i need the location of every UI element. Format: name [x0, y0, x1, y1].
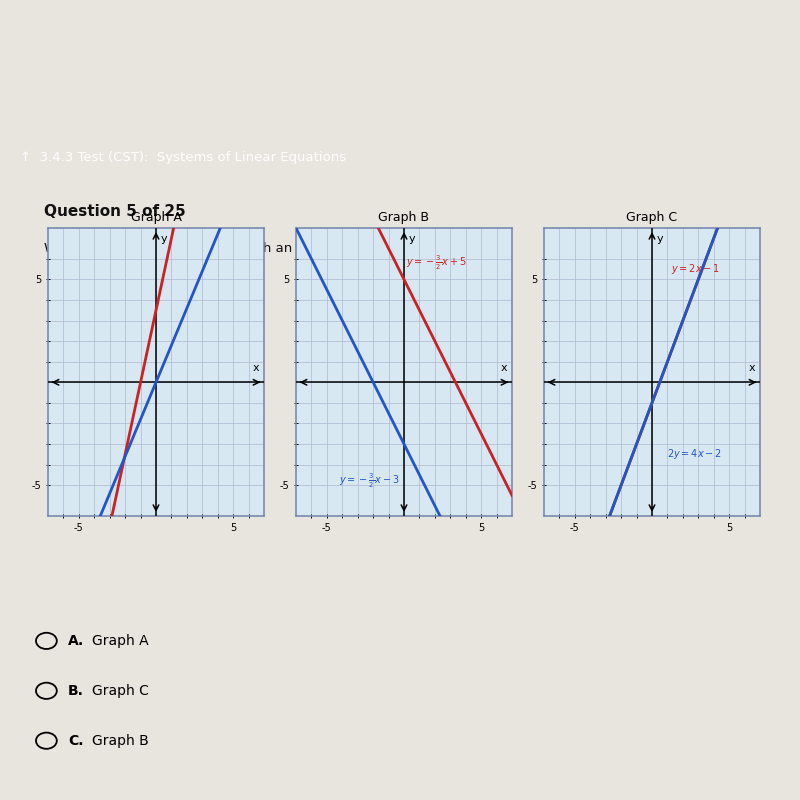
- Text: $y = -\frac{3}{2}x - 3$: $y = -\frac{3}{2}x - 3$: [339, 472, 400, 490]
- Text: C.: C.: [68, 734, 83, 748]
- Text: y: y: [409, 234, 415, 244]
- Text: y: y: [161, 234, 167, 244]
- Text: Graph C: Graph C: [626, 211, 678, 224]
- Text: Question 5 of 25: Question 5 of 25: [44, 204, 186, 219]
- Text: y: y: [657, 234, 663, 244]
- Text: ↑  3.4.3 Test (CST):  Systems of Linear Equations: ↑ 3.4.3 Test (CST): Systems of Linear Eq…: [20, 151, 346, 165]
- Text: Graph B: Graph B: [92, 734, 149, 748]
- Text: $2y = 4x - 2$: $2y = 4x - 2$: [667, 447, 722, 462]
- Text: Graph B: Graph B: [378, 211, 430, 224]
- Text: x: x: [253, 363, 259, 373]
- Text: $y = -\frac{3}{2}x + 5$: $y = -\frac{3}{2}x + 5$: [406, 254, 466, 272]
- Text: B.: B.: [68, 684, 84, 698]
- Text: $y = 2x - 1$: $y = 2x - 1$: [670, 262, 720, 276]
- Text: Which graph shows a system with an infinite number of solutions?: Which graph shows a system with an infin…: [44, 242, 487, 254]
- Text: Graph A: Graph A: [130, 211, 182, 224]
- Text: Graph C: Graph C: [92, 684, 149, 698]
- Text: A.: A.: [68, 634, 84, 648]
- Text: Graph A: Graph A: [92, 634, 149, 648]
- Text: x: x: [501, 363, 507, 373]
- Text: x: x: [749, 363, 755, 373]
